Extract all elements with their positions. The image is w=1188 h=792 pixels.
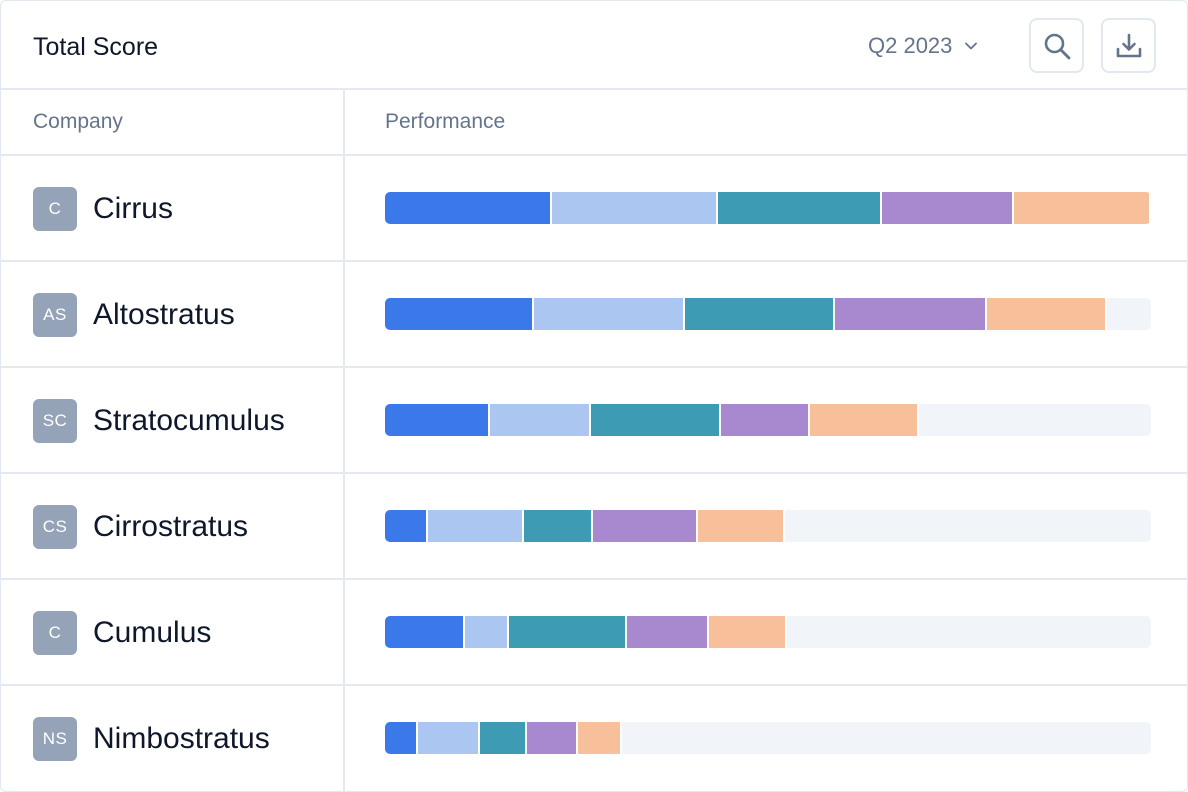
performance-bar: [385, 722, 1151, 754]
performance-segment-1: [385, 722, 418, 754]
column-header-company: Company: [1, 90, 344, 156]
table-row[interactable]: CS Cirrostratus: [1, 474, 1187, 580]
performance-segment-3: [718, 192, 883, 224]
performance-segment-3: [685, 298, 836, 330]
performance-bar: [385, 510, 1151, 542]
performance-bar: [385, 404, 1151, 436]
company-name: Cumulus: [93, 616, 212, 649]
company-name: Altostratus: [93, 298, 235, 331]
performance-segment-1: [385, 616, 466, 648]
card-header: Total Score Q2 2023: [1, 1, 1187, 90]
performance-bar: [385, 298, 1151, 330]
performance-segment-5: [578, 722, 622, 754]
performance-segment-2: [427, 510, 524, 542]
performance-segment-2: [551, 192, 719, 224]
card-title: Total Score: [33, 33, 159, 61]
performance-segment-3: [509, 616, 628, 648]
company-name: Cirrostratus: [93, 510, 249, 543]
performance-segment-4: [627, 616, 709, 648]
performance-segment-4: [882, 192, 1014, 224]
performance-segment-2: [533, 298, 686, 330]
company-name: Nimbostratus: [93, 722, 270, 755]
performance-segment-4: [526, 722, 578, 754]
performance-bar: [385, 616, 1151, 648]
period-dropdown[interactable]: Q2 2023: [868, 31, 978, 61]
download-icon: [1116, 33, 1141, 57]
column-divider: [343, 90, 345, 791]
performance-segment-3: [479, 722, 527, 754]
download-button[interactable]: [1101, 18, 1156, 73]
performance-segment-4: [720, 404, 811, 436]
performance-segment-5: [810, 404, 919, 436]
search-button[interactable]: [1029, 18, 1084, 73]
performance-segment-5: [1013, 192, 1151, 224]
performance-segment-4: [835, 298, 988, 330]
company-avatar: AS: [33, 293, 77, 337]
company-avatar: NS: [33, 717, 77, 761]
company-avatar: C: [33, 611, 77, 655]
performance-segment-4: [593, 510, 699, 542]
table-row[interactable]: C Cirrus: [1, 156, 1187, 262]
period-label: Q2 2023: [868, 33, 953, 58]
chevron-down-icon: [965, 42, 978, 50]
performance-segment-1: [385, 404, 490, 436]
performance-segment-5: [987, 298, 1107, 330]
performance-segment-3: [591, 404, 721, 436]
performance-segment-2: [465, 616, 510, 648]
company-avatar: C: [33, 187, 77, 231]
performance-bar: [385, 192, 1151, 224]
performance-segment-5: [698, 510, 785, 542]
performance-segment-5: [708, 616, 788, 648]
company-avatar: CS: [33, 505, 77, 549]
performance-segment-1: [385, 298, 534, 330]
performance-segment-2: [489, 404, 592, 436]
table-row[interactable]: AS Altostratus: [1, 262, 1187, 368]
table-row[interactable]: C Cumulus: [1, 580, 1187, 686]
table-row[interactable]: NS Nimbostratus: [1, 686, 1187, 791]
performance-segment-1: [385, 192, 552, 224]
performance-segment-3: [523, 510, 594, 542]
company-name: Cirrus: [93, 192, 173, 225]
column-header-performance: Performance: [344, 90, 1187, 156]
performance-segment-2: [417, 722, 480, 754]
company-name: Stratocumulus: [93, 404, 285, 437]
table-row[interactable]: SC Stratocumulus: [1, 368, 1187, 474]
performance-segment-1: [385, 510, 428, 542]
company-avatar: SC: [33, 399, 77, 443]
search-icon: [1044, 33, 1070, 59]
